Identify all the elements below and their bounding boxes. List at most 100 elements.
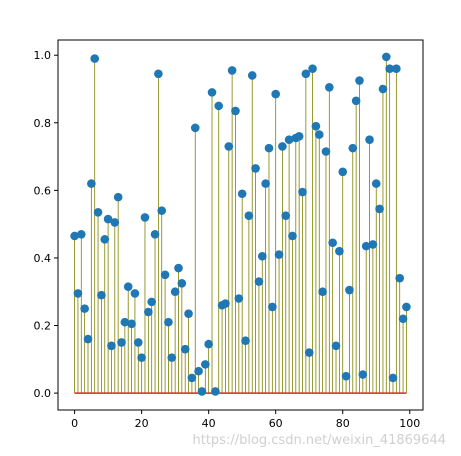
data-point bbox=[127, 319, 136, 329]
data-point bbox=[284, 135, 294, 144]
data-point bbox=[241, 336, 250, 346]
data-point bbox=[76, 229, 86, 239]
data-point bbox=[130, 289, 140, 298]
data-point bbox=[123, 282, 133, 291]
x-axis-ticks: 0 20 40 60 80 100 bbox=[71, 410, 420, 430]
data-point bbox=[274, 250, 284, 259]
data-point bbox=[351, 96, 361, 106]
stem-markers bbox=[70, 52, 411, 396]
data-point bbox=[187, 373, 197, 383]
data-point bbox=[227, 66, 237, 75]
data-point bbox=[371, 179, 381, 188]
data-point bbox=[321, 147, 331, 156]
data-point bbox=[375, 204, 384, 214]
data-point bbox=[214, 101, 224, 111]
data-point bbox=[288, 231, 297, 241]
data-point bbox=[120, 317, 130, 327]
data-point bbox=[368, 240, 378, 249]
data-point bbox=[361, 241, 371, 251]
data-point bbox=[80, 304, 89, 313]
data-point bbox=[234, 294, 244, 303]
data-point bbox=[314, 130, 324, 139]
data-point bbox=[164, 317, 173, 327]
data-point bbox=[328, 238, 337, 248]
data-point bbox=[254, 277, 264, 286]
data-point bbox=[298, 187, 307, 197]
x-tick-label: 80 bbox=[336, 417, 350, 430]
data-point bbox=[348, 143, 358, 153]
y-tick-label: 0.8 bbox=[34, 117, 52, 130]
y-tick-label: 0.4 bbox=[34, 252, 52, 265]
data-point bbox=[398, 314, 408, 324]
data-point bbox=[204, 339, 213, 349]
data-point bbox=[268, 302, 277, 312]
data-point bbox=[117, 338, 126, 347]
data-point bbox=[308, 64, 317, 74]
data-point bbox=[174, 263, 183, 273]
y-tick-label: 0.2 bbox=[34, 320, 52, 333]
data-point bbox=[157, 206, 167, 215]
y-axis-ticks: 0.0 0.2 0.4 0.6 0.8 1.0 bbox=[34, 49, 58, 400]
watermark: https://blog.csdn.net/weixin_41869644 bbox=[192, 433, 446, 448]
data-point bbox=[271, 89, 280, 99]
data-point bbox=[100, 235, 110, 244]
data-point bbox=[365, 135, 374, 144]
data-point bbox=[331, 341, 341, 351]
data-point bbox=[325, 83, 334, 92]
data-point bbox=[70, 231, 79, 241]
data-point bbox=[167, 353, 177, 362]
data-point bbox=[381, 52, 391, 62]
x-tick-label: 100 bbox=[399, 417, 420, 430]
data-point bbox=[251, 164, 260, 173]
data-point bbox=[170, 287, 180, 297]
data-point bbox=[190, 123, 200, 133]
data-point bbox=[103, 214, 113, 224]
data-point bbox=[133, 338, 143, 347]
data-point bbox=[73, 289, 83, 298]
y-tick-label: 1.0 bbox=[34, 49, 52, 62]
data-point bbox=[150, 229, 160, 239]
data-point bbox=[281, 211, 291, 221]
data-point bbox=[355, 76, 364, 85]
data-point bbox=[154, 69, 163, 79]
data-point bbox=[137, 353, 146, 362]
axes-frame bbox=[57, 39, 424, 411]
data-point bbox=[247, 71, 257, 80]
data-point bbox=[395, 273, 405, 283]
data-point bbox=[318, 287, 327, 297]
data-point bbox=[177, 278, 187, 288]
y-tick-label: 0.0 bbox=[34, 387, 52, 400]
data-point bbox=[197, 387, 207, 396]
data-point bbox=[237, 189, 247, 199]
x-tick-label: 60 bbox=[269, 417, 283, 430]
data-point bbox=[385, 64, 394, 74]
data-point bbox=[402, 302, 411, 312]
data-point bbox=[311, 121, 321, 131]
data-point bbox=[257, 251, 267, 261]
data-point bbox=[87, 179, 96, 188]
data-point bbox=[264, 143, 274, 153]
x-tick-label: 40 bbox=[202, 417, 216, 430]
data-point bbox=[140, 213, 150, 222]
data-point bbox=[83, 334, 93, 344]
data-point bbox=[207, 88, 217, 97]
data-point bbox=[345, 285, 354, 295]
data-point bbox=[301, 69, 311, 79]
data-point bbox=[147, 297, 156, 307]
data-point bbox=[221, 299, 230, 308]
data-point bbox=[93, 208, 103, 217]
data-point bbox=[224, 142, 234, 151]
data-point bbox=[201, 360, 210, 369]
data-point bbox=[338, 167, 348, 177]
data-point bbox=[261, 179, 270, 188]
data-point bbox=[341, 371, 351, 381]
data-point bbox=[110, 218, 120, 227]
y-tick-label: 0.6 bbox=[34, 184, 52, 197]
data-point bbox=[211, 387, 220, 396]
data-point bbox=[180, 344, 190, 354]
data-point bbox=[113, 192, 123, 202]
data-point bbox=[90, 54, 100, 63]
data-point bbox=[378, 84, 388, 94]
stem-lines bbox=[74, 56, 407, 394]
